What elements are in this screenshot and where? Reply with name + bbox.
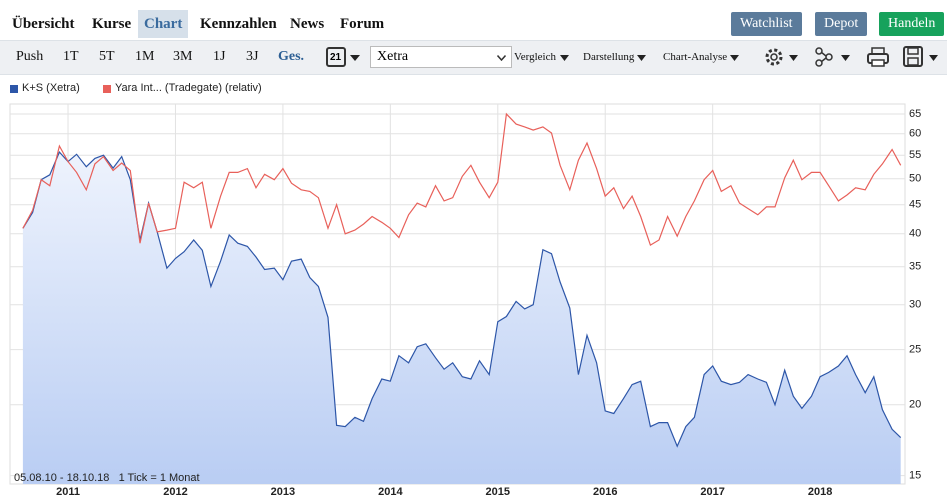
dropdown-arrow [730, 55, 739, 61]
period[interactable]: 3J [246, 49, 259, 64]
toolbar: Push 1T 5T 1M 3M 1J 3J Ges. 21 Xetra Ver… [0, 40, 947, 75]
y-tick-label: 25 [909, 344, 921, 356]
x-tick-label: 2011 [56, 486, 80, 498]
print-button[interactable] [866, 46, 890, 68]
select-chevron [497, 55, 506, 61]
period[interactable]: 1J [213, 49, 226, 64]
dropdown-arrow [560, 55, 569, 61]
legend-swatch [10, 85, 18, 93]
calendar-day: 21 [330, 52, 342, 63]
legend-label: K+S (Xetra) [22, 82, 80, 94]
y-tick-label: 45 [909, 199, 921, 211]
y-tick-label: 50 [909, 173, 921, 185]
period[interactable]: 1T [63, 49, 79, 64]
exchange-value: Xetra [377, 49, 409, 64]
y-tick-label: 20 [909, 399, 921, 411]
x-tick-label: 2014 [378, 486, 403, 498]
y-tick-label: 40 [909, 228, 921, 240]
save-button[interactable] [902, 45, 944, 69]
tab-active[interactable]: Chart [138, 10, 189, 38]
period[interactable]: Push [16, 49, 44, 64]
annotation: 05.08.10 - 18.10.18 1 Tick = 1 Monat [14, 472, 200, 484]
period[interactable]: 1M [135, 49, 155, 64]
y-tick-label: 30 [909, 299, 921, 311]
y-tick-label: 55 [909, 149, 921, 161]
y-tick-label: 60 [909, 128, 921, 140]
x-tick-label: 2013 [271, 486, 295, 498]
legend-label: Yara Int... (Tradegate) (relativ) [115, 82, 262, 94]
handeln-button[interactable]: Handeln [879, 12, 945, 36]
y-tick-label: 65 [909, 108, 921, 120]
menu[interactable]: Darstellung [583, 51, 635, 63]
menu[interactable]: Chart-Analyse [663, 51, 728, 63]
period[interactable]: 3M [173, 49, 193, 64]
watchlist-button[interactable]: Watchlist [731, 12, 802, 36]
area [22, 152, 901, 484]
x-tick-label: 2015 [486, 486, 510, 498]
period[interactable]: 5T [99, 49, 115, 64]
menu[interactable]: Vergleich [514, 51, 556, 63]
tab[interactable]: News [290, 16, 325, 32]
share-button[interactable] [813, 45, 855, 69]
x-tick-label: 2017 [700, 486, 724, 498]
dropdown-arrow [637, 55, 646, 61]
settings-button[interactable] [762, 45, 804, 69]
legend-swatch [103, 85, 111, 93]
x-tick-label: 2012 [163, 486, 187, 498]
x-tick-label: 2016 [593, 486, 617, 498]
y-tick-label: 15 [909, 470, 921, 482]
tab[interactable]: Kennzahlen [200, 16, 277, 32]
chart: 15 20 25 30 35 40 45 50 55 60 65 2011 2012 2013 2014 20… [9, 103, 921, 498]
x-tick-label: 2018 [808, 486, 832, 498]
calendar-button[interactable]: 21 [326, 47, 346, 67]
period-active[interactable]: Ges. [278, 49, 305, 64]
exchange-select[interactable]: Xetra [370, 46, 512, 68]
tab[interactable]: Forum [340, 16, 385, 32]
depot-button[interactable]: Depot [815, 12, 868, 36]
tab[interactable]: Kurse [92, 16, 132, 32]
y-tick-label: 35 [909, 261, 921, 273]
tab[interactable]: Übersicht [12, 16, 75, 32]
dropdown-arrow [350, 55, 360, 61]
line [22, 151, 902, 448]
line [22, 112, 902, 246]
